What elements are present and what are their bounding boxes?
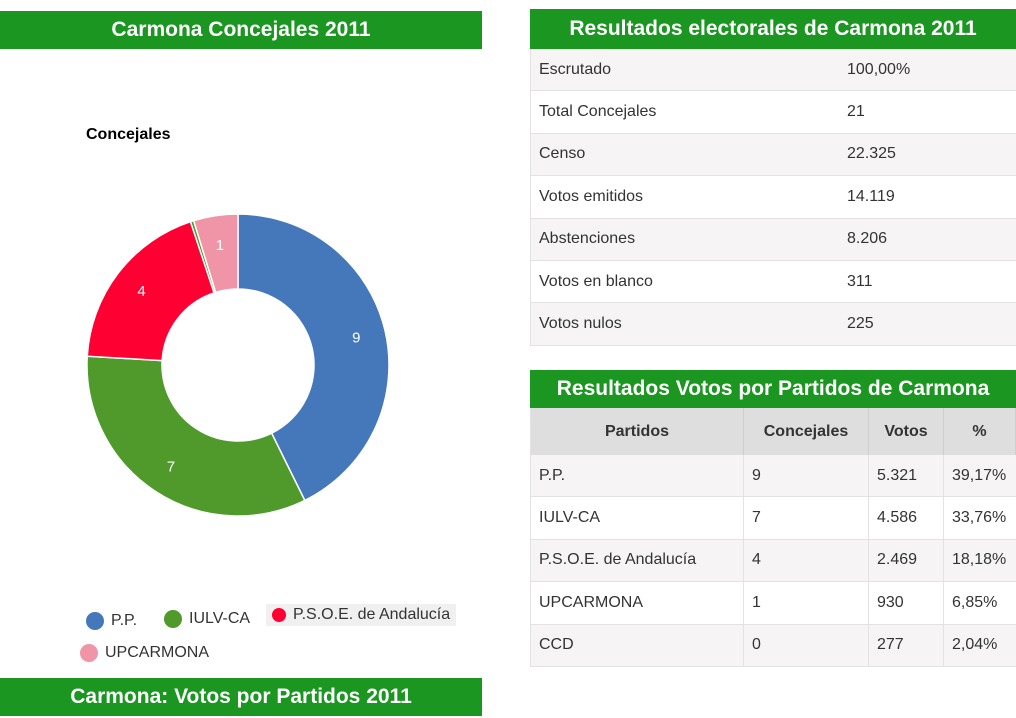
table-row: P.P. 9 5.321 39,17% [530, 455, 1016, 498]
legend-item-iulv[interactable]: IULV-CA [164, 610, 250, 628]
legend-item-upcarmona[interactable]: UPCARMONA [80, 644, 209, 662]
header-partidos[interactable]: Partidos [530, 408, 744, 455]
pie-slice-pp[interactable] [237, 213, 390, 502]
legend-item-pp[interactable]: P.P. [86, 612, 137, 630]
party-results-panel-title: Resultados Votos por Partidos de Carmona [530, 370, 1016, 408]
table-row: UPCARMONA 1 930 6,85% [530, 581, 1016, 625]
cell-concejales: 9 [743, 455, 869, 498]
results-table: Escrutado 100,00% Total Concejales 21 Cens… [530, 49, 1016, 346]
row-label: Total Concejales [530, 90, 839, 134]
table-row: Votos nulos 225 [530, 302, 1016, 346]
legend-label-upcarmona: UPCARMONA [105, 644, 210, 661]
data-label-pp: 9 [352, 329, 360, 346]
cell-party: UPCARMONA [530, 581, 744, 625]
cell-party: P.P. [530, 455, 744, 498]
cell-pct: 33,76% [943, 496, 1016, 540]
party-results-table: Partidos Concejales Votos % P.P. 9 5.321… [530, 408, 1016, 667]
cell-party: CCD [530, 624, 744, 667]
row-value: 21 [839, 90, 1016, 134]
table-row: Censo 22.325 [530, 133, 1016, 177]
row-value: 311 [839, 260, 1016, 304]
table-row: CCD 0 277 2,04% [530, 624, 1016, 667]
row-value: 14.119 [839, 175, 1016, 219]
row-label: Votos nulos [530, 302, 839, 346]
legend-marker-upcarmona [80, 644, 98, 662]
concejales-donut-chart: Concejales 9 7 4 1 [86, 126, 390, 517]
data-label-iulv: 7 [167, 458, 175, 475]
cell-pct: 18,18% [943, 539, 1016, 583]
row-label: Votos en blanco [530, 260, 839, 304]
legend-label-pp: P.P. [111, 612, 138, 629]
cell-votos: 4.586 [868, 496, 944, 540]
cell-concejales: 4 [743, 539, 869, 583]
votos-partidos-panel-title: Carmona: Votos por Partidos 2011 [0, 678, 482, 716]
row-label: Censo [530, 133, 839, 177]
row-label: Abstenciones [530, 218, 839, 261]
data-label-upcarmona: 1 [216, 237, 224, 254]
cell-concejales: 1 [743, 581, 869, 625]
chart-title: Concejales [86, 126, 171, 143]
legend-label-psoe: P.S.O.E. de Andalucía [293, 606, 451, 623]
table-row: Votos en blanco 311 [530, 260, 1016, 304]
table-row: IULV-CA 7 4.586 33,76% [530, 496, 1016, 540]
table-row: Abstenciones 8.206 [530, 218, 1016, 261]
legend-marker-psoe [272, 608, 286, 622]
legend-marker-pp [86, 612, 104, 630]
pie-slice-iulv[interactable] [86, 355, 306, 517]
table-row: Escrutado 100,00% [530, 49, 1016, 92]
header-pct[interactable]: % [943, 408, 1016, 455]
header-concejales[interactable]: Concejales [743, 408, 869, 455]
row-value: 8.206 [839, 218, 1016, 261]
cell-concejales: 0 [743, 624, 869, 667]
row-value: 22.325 [839, 133, 1016, 177]
row-value: 225 [839, 302, 1016, 346]
results-panel-title: Resultados electorales de Carmona 2011 [530, 9, 1016, 49]
cell-party: P.S.O.E. de Andalucía [530, 539, 744, 583]
row-value: 100,00% [839, 49, 1016, 92]
cell-votos: 930 [868, 581, 944, 625]
header-votos[interactable]: Votos [868, 408, 944, 455]
table-row: P.S.O.E. de Andalucía 4 2.469 18,18% [530, 539, 1016, 583]
cell-votos: 2.469 [868, 539, 944, 583]
row-label: Votos emitidos [530, 175, 839, 219]
cell-pct: 6,85% [943, 581, 1016, 625]
cell-party: IULV-CA [530, 496, 744, 540]
table-row: Votos emitidos 14.119 [530, 175, 1016, 219]
legend-label-iulv: IULV-CA [189, 610, 251, 627]
cell-votos: 277 [868, 624, 944, 667]
legend-marker-iulv [164, 610, 182, 628]
table-row: Total Concejales 21 [530, 90, 1016, 134]
cell-votos: 5.321 [868, 455, 944, 498]
legend-item-psoe[interactable]: P.S.O.E. de Andalucía [266, 604, 457, 626]
concejales-panel-title: Carmona Concejales 2011 [0, 11, 482, 49]
data-label-psoe: 4 [137, 283, 145, 300]
table-header-row: Partidos Concejales Votos % [530, 408, 1016, 455]
cell-concejales: 7 [743, 496, 869, 540]
cell-pct: 2,04% [943, 624, 1016, 667]
pie-slice-psoe[interactable] [86, 220, 216, 362]
row-label: Escrutado [530, 49, 839, 92]
pie-slice-upcarmona[interactable] [192, 213, 239, 294]
cell-pct: 39,17% [943, 455, 1016, 498]
